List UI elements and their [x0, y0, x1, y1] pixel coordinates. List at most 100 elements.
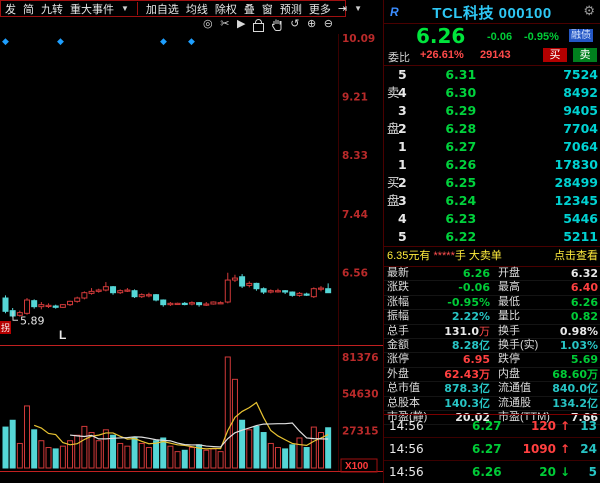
scissors-icon[interactable]: ✂ — [220, 18, 230, 30]
weibi-row: 委比 +26.61% 29143 买 卖 — [384, 48, 600, 64]
order-book-row[interactable]: 1 6.26 17830 — [384, 156, 600, 174]
book-level: 1 — [398, 157, 407, 172]
book-price: 6.22 — [445, 229, 477, 244]
tick-price: 6.27 — [472, 442, 502, 456]
order-book-row[interactable]: 5 6.31 7524 — [384, 66, 600, 84]
book-price: 6.30 — [445, 85, 477, 100]
detail-label: 最高 — [498, 281, 520, 294]
toolbar-item[interactable]: 预测 — [279, 3, 302, 16]
detail-row: 振幅 2.22% 量比 0.82 — [384, 310, 600, 325]
chevron-down-icon[interactable]: ▼ — [121, 4, 129, 13]
detail-value: 68.60万 — [552, 367, 598, 381]
gear-icon[interactable]: ⚙ — [583, 3, 595, 18]
detail-value: 134.2亿 — [552, 396, 598, 410]
play-icon[interactable]: ▶ — [236, 18, 246, 30]
tick-row[interactable]: 14:56 6.27 1090 ↑ 24 — [384, 438, 600, 461]
detail-value: 131.0万 — [444, 324, 490, 338]
chevron-down-icon[interactable]: ▼ — [354, 4, 363, 13]
svg-text:81376: 81376 — [342, 352, 379, 364]
detail-label: 外盘 — [387, 367, 409, 380]
toolbar-item[interactable]: 除权 — [214, 3, 237, 16]
detail-label: 总股本 — [387, 396, 420, 409]
big-order-alert[interactable]: 6.35元有 *****手 大卖单 点击查看 — [384, 249, 600, 264]
order-book-row[interactable]: 1 6.27 7064 — [384, 138, 600, 156]
zoom-in-icon[interactable]: ⊕ — [306, 18, 317, 30]
book-level: 4 — [398, 211, 407, 226]
arrow-down-icon: ↓ — [560, 465, 571, 479]
svg-text:27315: 27315 — [342, 426, 379, 438]
svg-text:8.33: 8.33 — [342, 150, 368, 162]
toolbar-item[interactable]: 叠 — [243, 3, 255, 16]
price-change-pct: -0.95% — [524, 31, 559, 43]
book-price: 6.29 — [445, 103, 477, 118]
detail-value: 2.22% — [451, 310, 490, 324]
book-volume: 12345 — [554, 193, 599, 208]
detail-label: 换手 — [498, 324, 520, 337]
svg-text:L: L — [59, 328, 66, 342]
r-badge: R — [390, 5, 399, 19]
zoom-out-icon[interactable]: ⊖ — [323, 18, 333, 30]
book-level: 5 — [398, 229, 407, 244]
buy-button[interactable]: 买 — [543, 48, 567, 62]
alert-prefix: 6.35元有 — [387, 250, 434, 262]
detail-label: 总手 — [387, 324, 409, 337]
detail-label: 总市值 — [387, 382, 420, 395]
hand-icon[interactable] — [271, 18, 283, 35]
alert-suffix: 手 大卖单 — [454, 250, 502, 262]
detail-row: 涨停 6.95 跌停 5.69 — [384, 353, 600, 368]
undo-icon[interactable]: ↺ — [290, 18, 300, 30]
toolbar-divider — [136, 2, 138, 15]
order-book-row[interactable]: 盘 2 6.28 7704 — [384, 120, 600, 138]
detail-row: 总市值 878.3亿 流通值 840.0亿 — [384, 382, 600, 397]
chart-panel: 10.09 9.21 8.33 7.44 6.56 81376 54630 27315 X100… — [0, 0, 383, 483]
order-book-row[interactable]: 盘 3 6.24 12345 — [384, 192, 600, 210]
detail-value: 840.0亿 — [552, 382, 598, 396]
tick-row[interactable]: 14:56 6.27 120 ↑ 13 — [384, 415, 600, 438]
alert-view-link[interactable]: 点击查看 — [554, 250, 598, 262]
svg-text:◆: ◆ — [188, 36, 195, 46]
toolbar-item[interactable]: ⇥ — [337, 3, 348, 15]
detail-label: 换手(实) — [498, 338, 539, 351]
toolbar-item[interactable]: 更多 — [308, 3, 331, 16]
sell-button[interactable]: 卖 — [573, 48, 597, 62]
detail-row: 总股本 140.3亿 流通股 134.2亿 — [384, 397, 600, 411]
tick-count: 24 — [580, 442, 597, 456]
svg-text:◆: ◆ — [2, 36, 9, 46]
svg-text:9.21: 9.21 — [342, 92, 368, 104]
price-change: -0.06 — [487, 31, 513, 43]
lock-icon[interactable] — [253, 19, 265, 32]
detail-row: 最新 6.26 开盘 6.32 — [384, 267, 600, 282]
detail-label: 流通股 — [498, 396, 531, 409]
toolbar-item[interactable]: 九转 — [41, 3, 63, 16]
toolbar-item[interactable]: 简 — [23, 3, 34, 16]
detail-value: 6.95 — [462, 353, 490, 367]
book-side-label — [384, 156, 398, 174]
detail-label: 涨跌 — [387, 281, 409, 294]
order-book-row[interactable]: 4 6.23 5446 — [384, 210, 600, 228]
toolbar-item[interactable]: 均线 — [185, 3, 208, 16]
toolbar-item[interactable]: 发 — [5, 3, 16, 16]
toolbar-item[interactable]: 重大事件 — [70, 3, 114, 16]
toolbar-item[interactable]: 加自选 — [145, 3, 179, 16]
detail-row: 涨跌 -0.06 最高 6.40 — [384, 281, 600, 296]
svg-text:10.09: 10.09 — [342, 33, 375, 45]
order-book-row[interactable]: 3 6.29 9405 — [384, 102, 600, 120]
tick-row[interactable]: 14:56 6.26 20 ↓ 5 — [384, 461, 600, 483]
arrow-up-icon: ↑ — [560, 419, 571, 433]
book-level: 1 — [398, 139, 407, 154]
toolbar-item[interactable]: 窗 — [261, 3, 273, 16]
book-side-label — [384, 66, 398, 84]
detail-label: 涨幅 — [387, 295, 409, 308]
book-price: 6.27 — [445, 139, 477, 154]
book-side-label — [384, 210, 398, 228]
order-book-row[interactable]: 买 2 6.25 28499 — [384, 174, 600, 192]
order-book-row[interactable]: 5 6.22 5211 — [384, 228, 600, 246]
eye-icon[interactable]: ◎ — [203, 18, 213, 30]
svg-text:6.56: 6.56 — [342, 268, 368, 280]
book-price: 6.31 — [445, 67, 477, 82]
weibi-count: 29143 — [480, 49, 511, 61]
detail-row: 金额 8.28亿 换手(实) 1.03% — [384, 338, 600, 354]
tick-volume: 20 — [539, 465, 556, 479]
kline-chart[interactable]: 10.09 9.21 8.33 7.44 6.56 81376 54630 27315 X100… — [0, 0, 383, 483]
order-book-row[interactable]: 卖 4 6.30 8492 — [384, 84, 600, 102]
